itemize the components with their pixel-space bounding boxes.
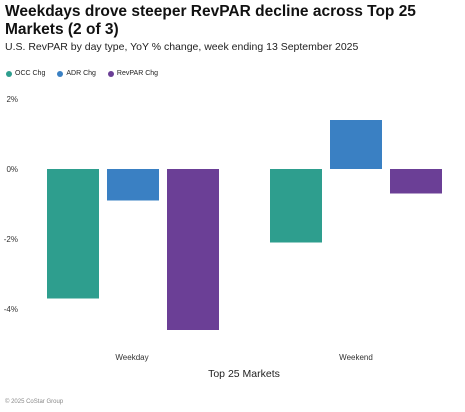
legend-item-revpar: RevPAR Chg: [107, 70, 159, 77]
y-tick-label: 2%: [6, 95, 18, 104]
bar-weekday-adr-chg: [107, 169, 159, 201]
chart-title: Weekdays drove steeper RevPAR decline ac…: [5, 3, 416, 38]
bar-weekend-revpar-chg: [390, 169, 442, 194]
legend-swatch-occ: [6, 70, 12, 77]
y-axis-ticks: 2% 0% -2% -4%: [4, 95, 18, 314]
x-axis-categories: Weekday Weekend: [115, 353, 372, 362]
legend-label-occ: OCC Chg: [15, 70, 46, 77]
bar-weekday-revpar-chg: [167, 169, 219, 330]
y-tick-label: 0%: [6, 165, 18, 174]
x-category-label: Weekend: [339, 353, 373, 362]
y-tick-label: -2%: [4, 235, 18, 244]
legend-label-adr: ADR Chg: [66, 70, 96, 77]
legend-label-revpar: RevPAR Chg: [116, 70, 159, 77]
bar-weekday-occ-chg: [47, 169, 99, 299]
x-axis-title: Top 25 Markets: [208, 368, 280, 380]
footer-credit: © 2025 CoStar Group: [5, 399, 64, 405]
x-category-label: Weekday: [115, 353, 148, 362]
y-tick-label: -4%: [4, 305, 18, 314]
chart-legend: OCC Chg ADR Chg RevPAR Chg: [6, 70, 158, 77]
legend-swatch-revpar: [107, 70, 114, 77]
bar-weekend-adr-chg: [330, 120, 382, 169]
bars-group: [47, 120, 442, 330]
legend-item-adr: ADR Chg: [57, 70, 96, 77]
legend-item-occ: OCC Chg: [6, 70, 45, 77]
legend-swatch-adr: [57, 70, 64, 77]
chart-subtitle: U.S. RevPAR by day type, YoY % change, w…: [5, 41, 359, 53]
bar-weekend-occ-chg: [270, 169, 322, 243]
